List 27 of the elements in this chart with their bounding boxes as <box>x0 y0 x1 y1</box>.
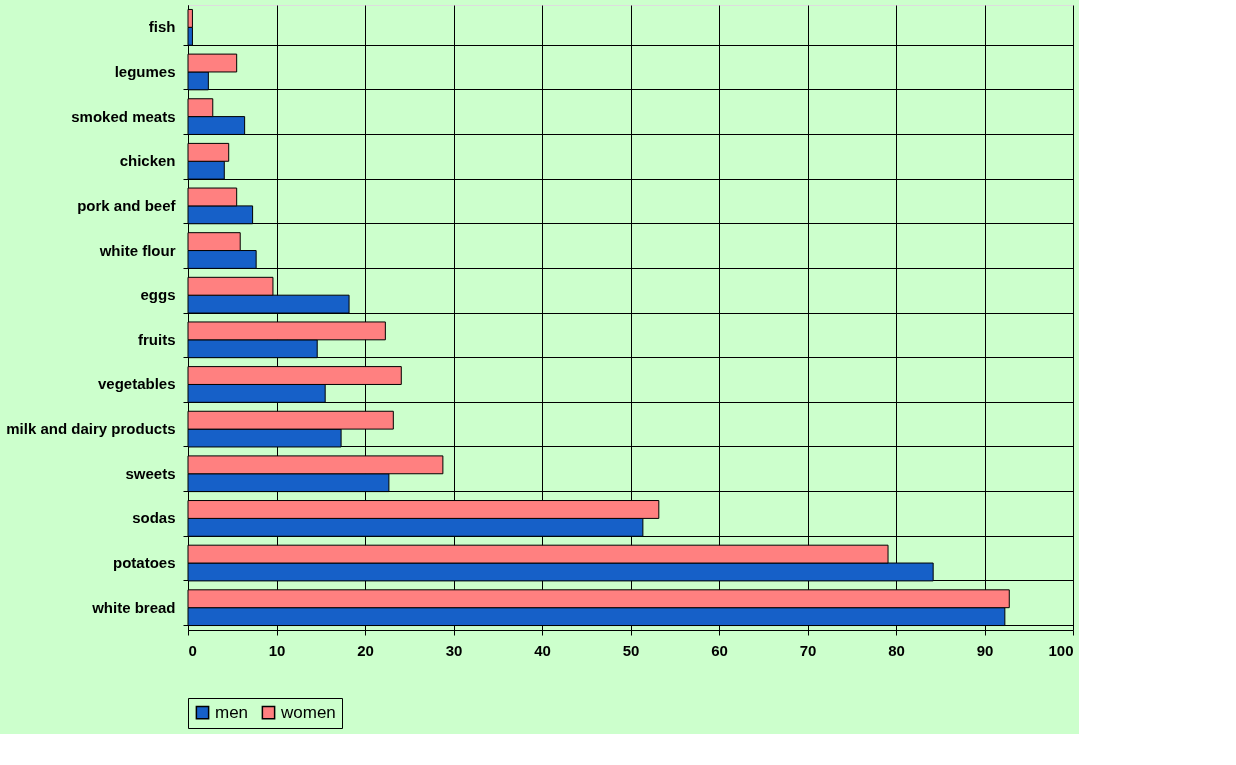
legend-label: men <box>215 702 249 722</box>
y-tick-label: eggs <box>140 286 176 304</box>
x-tick-label: 0 <box>188 641 197 659</box>
y-tick-label: sodas <box>132 509 176 527</box>
y-tick-label: potatoes <box>112 554 176 572</box>
x-tick-label: 90 <box>976 641 994 659</box>
x-tick-label: 70 <box>799 641 817 659</box>
x-tick-label: 30 <box>445 641 463 659</box>
x-tick-label: 100 <box>1048 641 1074 659</box>
y-tick-label: chicken <box>119 152 176 170</box>
y-tick-label: fish <box>148 18 176 36</box>
y-tick-label: vegetables <box>97 375 176 393</box>
x-tick-label: 80 <box>888 641 905 659</box>
y-tick-label: smoked meats <box>71 107 176 125</box>
x-tick-label: 40 <box>534 641 551 659</box>
legend-label: women <box>280 702 336 722</box>
x-tick-label: 10 <box>268 641 286 659</box>
x-tick-label: 50 <box>622 641 640 659</box>
y-tick-label: sweets <box>125 464 176 482</box>
x-tick-label: 20 <box>357 641 374 659</box>
y-tick-label: milk and dairy products <box>6 420 176 438</box>
y-tick-label: legumes <box>114 62 176 80</box>
y-tick-label: white flour <box>98 241 176 259</box>
x-tick-label: 60 <box>711 641 728 659</box>
y-tick-label: white bread <box>91 598 176 616</box>
y-tick-label: fruits <box>138 330 176 348</box>
y-tick-label: pork and beef <box>77 196 177 214</box>
